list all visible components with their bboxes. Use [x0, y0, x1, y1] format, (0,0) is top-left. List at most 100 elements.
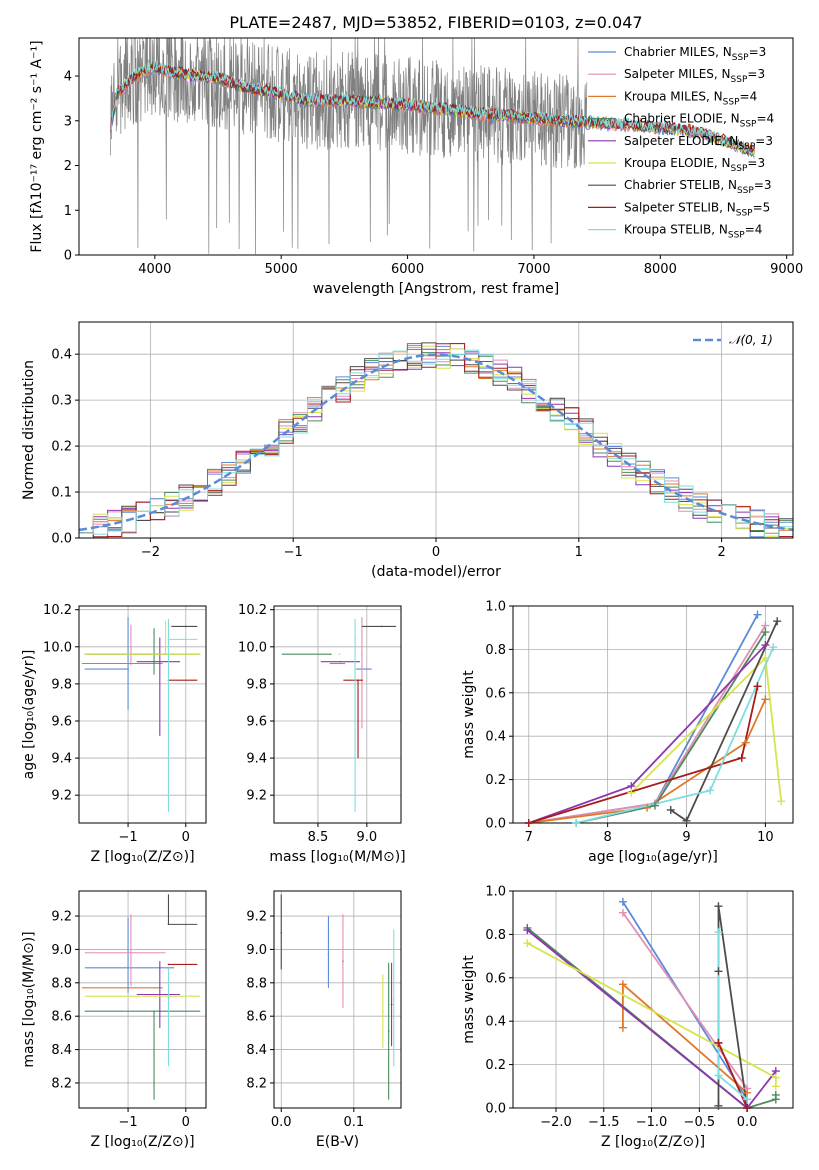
chart-mass-vs-EBV: 0.0 0.1 8.2 8.4 8.6 8.8 9.0 9.2 E(B-V): [246, 890, 402, 1150]
weight-marker: [761, 641, 770, 650]
legend-label-main: Kroupa MILES, N: [624, 89, 723, 103]
y-tick-label: 0.4: [485, 730, 506, 745]
x-tick-label: 8: [604, 830, 612, 845]
weight-marker: [650, 801, 659, 810]
chart-mass-vs-Z: −1 0 8.2 8.4 8.6 8.8 9.0 9.2 Z [log₁₀(Z/Z⊙)] mass…: [21, 890, 207, 1150]
weight-marker: [627, 788, 636, 797]
x-tick-label: −2: [141, 545, 160, 560]
weight-marker: [769, 643, 778, 652]
legend-label-main: Chabrier ELODIE, N: [624, 112, 740, 126]
x-axis-label: age [log₁₀(age/yr)]: [588, 849, 718, 865]
y-tick-label: 9.8: [246, 677, 267, 692]
y-tick-label: 0.0: [485, 817, 506, 832]
weight-marker: [761, 695, 770, 704]
legend-entry: Kroupa MILES, NSSP=4: [588, 89, 757, 107]
data-point: [130, 951, 132, 954]
x-tick-label: 0: [432, 545, 440, 560]
y-tick-label: 3: [64, 114, 72, 129]
legend-label: Salpeter ELODIE, NSSP=3: [624, 134, 773, 152]
legend-label-suffix: =4: [740, 89, 758, 103]
y-tick-label: 9.6: [246, 714, 267, 729]
y-tick-label: 8.8: [246, 976, 267, 991]
axes-frame: [78, 37, 794, 256]
data-point: [127, 966, 129, 969]
weight-marker: [714, 1071, 723, 1080]
weight-marker: [714, 1101, 723, 1110]
legend-label-main: Kroupa ELODIE, N: [624, 156, 731, 170]
weight-marker: [706, 786, 715, 795]
data-point: [361, 653, 363, 656]
data-point: [184, 625, 187, 628]
histogram-step: [79, 343, 793, 538]
x-tick-label: −2.0: [540, 1115, 572, 1130]
weight-marker: [741, 738, 750, 747]
legend-entry: Kroupa STELIB, NSSP=4: [588, 223, 762, 241]
legend-label-sub: SSP: [737, 186, 754, 196]
x-tick-label: −1.5: [588, 1115, 620, 1130]
y-tick-label: 9.4: [51, 752, 72, 767]
y-axis-label: Normed distribution: [21, 360, 37, 500]
weight-marker: [743, 1095, 752, 1104]
legend-label-suffix: =4: [745, 223, 763, 237]
legend-label: Kroupa STELIB, NSSP=4: [624, 223, 762, 241]
gaussian-curve: [79, 353, 793, 532]
legend-label-main: Salpeter STELIB, N: [624, 200, 736, 214]
data-point: [127, 987, 129, 989]
legend-label-main: Salpeter ELODIE, N: [624, 134, 738, 148]
x-tick-label: 0: [182, 1115, 190, 1130]
weight-marker: [524, 819, 533, 827]
plot-area-mass-vs-EBV: [280, 894, 395, 1100]
legend-label-suffix: =3: [755, 134, 773, 148]
data-point: [390, 1003, 393, 1006]
y-tick-label: 10.2: [238, 603, 267, 618]
y-tick-label: 0.8: [485, 643, 506, 658]
legend-label: Salpeter MILES, NSSP=3: [624, 67, 765, 85]
legend-label-sub: SSP: [736, 208, 753, 218]
legend-label-suffix: =3: [754, 178, 772, 192]
y-tick-label: 0: [64, 249, 72, 264]
weight-marker: [618, 908, 627, 917]
y-axis-label: mass weight: [461, 955, 477, 1044]
x-tick-label: 9000: [770, 262, 803, 277]
data-point: [327, 953, 330, 956]
data-point: [167, 968, 170, 971]
x-axis-label: (data-model)/error: [371, 564, 501, 580]
y-tick-label: 0.6: [485, 971, 506, 986]
y-axis-label: age [log₁₀(age/yr)]: [21, 650, 37, 780]
data-point: [392, 998, 395, 1001]
data-point: [342, 960, 344, 962]
y-tick-label: 8.4: [51, 1043, 72, 1058]
x-axis-label: E(B-V): [316, 1134, 359, 1150]
y-tick-label: 0.2: [485, 1058, 506, 1073]
data-point: [164, 995, 167, 997]
axes-frame: [273, 890, 402, 1109]
legend-label: Salpeter STELIB, NSSP=5: [624, 200, 770, 218]
chart-residuals: −2 −1 0 1 2 0.0 0.1 0.2 0.3 0.4 (data-model)/error…: [21, 321, 794, 580]
x-tick-label: −1.0: [636, 1115, 668, 1130]
legend-label: Chabrier MILES, NSSP=3: [624, 45, 766, 63]
legend-label-suffix: =5: [753, 200, 771, 214]
legend-label: Chabrier STELIB, NSSP=3: [624, 178, 772, 196]
y-tick-label: 0.3: [51, 394, 72, 409]
data-point: [167, 923, 170, 926]
y-tick-label: 8.2: [246, 1076, 267, 1091]
y-tick-label: 9.2: [51, 789, 72, 804]
x-tick-label: 0.0: [271, 1115, 292, 1130]
legend-label-main: Chabrier MILES, N: [624, 45, 732, 59]
chart-spectrum: 4000 5000 6000 7000 8000 9000 0 1 2 3 4 wavelength …: [29, 37, 803, 297]
data-point: [343, 662, 346, 665]
weight-marker: [753, 682, 762, 691]
data-point: [280, 931, 283, 934]
x-tick-label: 4000: [138, 262, 171, 277]
data-point: [338, 653, 341, 656]
weight-marker: [618, 897, 627, 906]
x-tick-label: 9: [682, 830, 690, 845]
chart-massweight-vs-Z: −2.0 −1.5 −1.0 −0.5 0.0 0.0 0.2 0.4 0.6 0.8 1.0 Z […: [461, 885, 794, 1150]
x-axis-label: wavelength [Angstrom, rest frame]: [313, 281, 559, 297]
weight-marker: [714, 967, 723, 976]
axes-frame: [273, 605, 402, 824]
y-tick-label: 10.0: [43, 640, 72, 655]
weight-marker: [572, 819, 581, 827]
legend-entry: Kroupa ELODIE, NSSP=3: [588, 156, 765, 174]
y-tick-label: 8.6: [51, 1010, 72, 1025]
